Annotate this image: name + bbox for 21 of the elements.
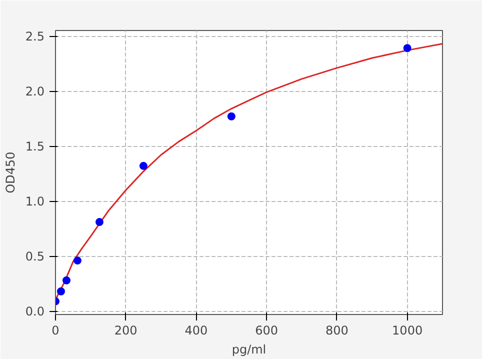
x-tick-label: 1000 <box>392 324 423 338</box>
x-tick-label: 0 <box>52 324 60 338</box>
y-axis-title: OD450 <box>3 152 18 194</box>
point <box>139 162 148 170</box>
y-tick-label: 1.5 <box>25 140 45 154</box>
x-tick-label: 200 <box>114 324 138 338</box>
y-tick-label: 0.0 <box>25 304 45 319</box>
y-tick-label: 1.0 <box>25 194 45 209</box>
point <box>95 218 104 226</box>
point <box>73 256 82 265</box>
y-tick-label: 2.5 <box>25 30 45 44</box>
point <box>62 276 70 284</box>
y-tick-label: 2.0 <box>25 84 45 99</box>
point <box>227 112 236 120</box>
y-tick-label: 0.5 <box>25 250 45 264</box>
x-tick-label: 600 <box>255 324 278 338</box>
x-axis-title: pg/ml <box>232 342 266 356</box>
x-tick-label: 800 <box>326 324 348 338</box>
point <box>403 44 412 52</box>
x-tick-label: 400 <box>184 324 208 338</box>
point <box>56 287 65 296</box>
